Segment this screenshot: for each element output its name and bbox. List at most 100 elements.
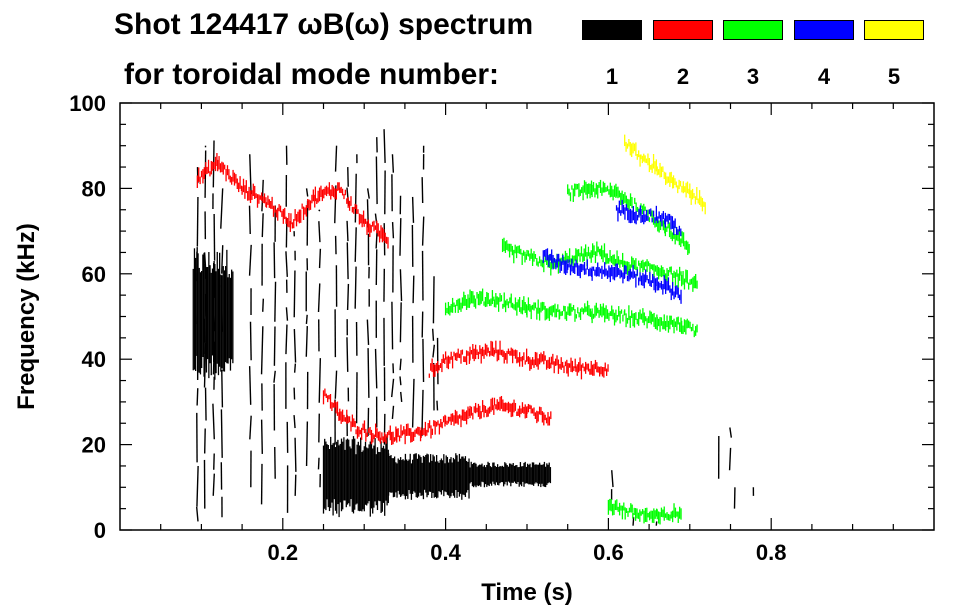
spectral-point [383, 129, 386, 163]
spectral-point [399, 358, 402, 371]
y-tick-label: 0 [94, 518, 106, 543]
spectral-point [212, 473, 216, 496]
spectral-point [366, 188, 370, 199]
spectral-point [412, 275, 415, 304]
spectral-point [249, 154, 252, 195]
spectral-point [399, 302, 402, 343]
spectral-point [203, 252, 207, 279]
spectral-point [375, 231, 378, 249]
spectral-point [391, 154, 395, 173]
spectral-point [367, 348, 370, 398]
spectral-point [346, 242, 349, 280]
spectral-point [422, 338, 425, 383]
spectral-point [248, 366, 252, 405]
spectral-point [411, 196, 415, 223]
series-mode-4 [542, 199, 682, 304]
spectral-point [294, 474, 297, 496]
spectral-point [728, 447, 732, 471]
legend-label-mode-1: 1 [605, 64, 619, 89]
spectral-point [334, 370, 338, 399]
spectral-point [318, 248, 322, 269]
spectral-point [285, 324, 288, 355]
chart-title-line-1: Shot 124417 ωB(ω) spectrum [114, 8, 534, 41]
spectral-point [285, 251, 288, 277]
spectral-point [305, 421, 309, 466]
spectral-point [220, 188, 224, 229]
spectral-point [196, 282, 199, 325]
spectral-point [346, 220, 349, 242]
spectral-point [294, 437, 297, 472]
legend-label-mode-5: 5 [887, 64, 901, 89]
spectral-point [196, 388, 199, 406]
spectral-point [318, 221, 321, 243]
spectral-point [346, 283, 350, 311]
spectral-point [391, 222, 395, 239]
spectral-point [196, 197, 199, 247]
spectral-point [261, 213, 264, 238]
spectral-point [293, 363, 297, 373]
spectral-point [203, 318, 206, 343]
spectral-point [221, 245, 224, 274]
legend-label-mode-3: 3 [746, 64, 760, 89]
series-mode-2 [196, 153, 609, 445]
spectral-point [285, 307, 289, 321]
spectral-point [421, 177, 424, 204]
spectral-point [293, 329, 297, 363]
legend-swatch-mode-3 [723, 20, 783, 40]
spectral-point [305, 188, 309, 197]
spectral-point [220, 409, 223, 458]
spectral-point [203, 428, 206, 454]
spectral-point [249, 415, 252, 440]
spectral-point [261, 179, 264, 212]
y-tick-label: 40 [82, 347, 106, 372]
spectral-point [318, 358, 322, 403]
axis-layer: 0.2 0.4 0.6 0.8 0 20 40 60 80 100 [69, 91, 934, 565]
legend-label-mode-2: 2 [676, 64, 690, 89]
spectral-point [729, 427, 733, 438]
spectral-point [399, 269, 403, 302]
spectral-point [204, 387, 207, 421]
spectral-point [293, 415, 296, 429]
spectral-point [354, 173, 357, 223]
spectral-point [274, 281, 277, 322]
spectral-point [195, 506, 199, 522]
y-tick-label: 20 [82, 433, 106, 458]
legend-swatch-mode-1 [582, 20, 642, 40]
spectral-point [334, 185, 337, 224]
spectral-point [220, 285, 224, 332]
spectral-point [317, 457, 320, 470]
spectral-point [432, 344, 436, 358]
chart-title-line-2: for toroidal mode number: [124, 58, 499, 91]
spectral-point [260, 419, 263, 454]
legend-label-mode-4: 4 [817, 64, 831, 89]
spectral-point [334, 145, 338, 172]
spectral-point [432, 276, 435, 324]
spectral-point [273, 326, 276, 366]
y-tick-label: 80 [82, 176, 106, 201]
spectral-point [318, 209, 321, 212]
spectral-point [366, 319, 370, 345]
x-axis-label: Time (s) [481, 579, 573, 606]
spectral-point [293, 270, 296, 318]
spectral-point [421, 216, 425, 246]
legend-swatch-mode-4 [794, 20, 854, 40]
spectral-point [390, 378, 395, 398]
spectral-point [248, 205, 251, 235]
y-tick-label: 100 [69, 91, 106, 116]
spectral-point [262, 298, 265, 312]
spectral-point [421, 389, 424, 437]
spectral-point [391, 301, 394, 350]
spectral-point [391, 405, 395, 420]
legend-swatch-mode-2 [653, 20, 713, 40]
spectral-point [436, 400, 439, 411]
spectral-point [273, 242, 276, 279]
spectral-point [374, 348, 378, 389]
spectral-point [632, 517, 635, 526]
x-tick-label: 0.6 [593, 540, 624, 565]
spectral-point [249, 321, 252, 361]
spectral-point [248, 244, 252, 276]
x-tick-label: 0.4 [430, 540, 461, 565]
spectral-point [317, 283, 321, 313]
spectral-point [196, 465, 199, 507]
series-mode-5 [624, 134, 706, 215]
